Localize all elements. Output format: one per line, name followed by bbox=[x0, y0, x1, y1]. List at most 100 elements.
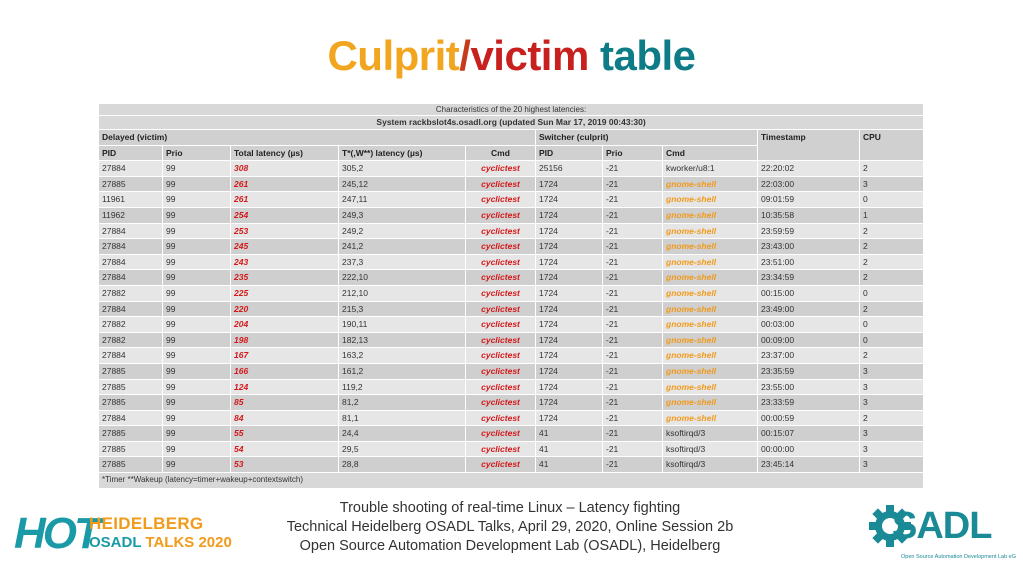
table-row: 27885 99 54 29,5 cyclictest 41 -21 ksoftirqd/3 0… bbox=[98, 440, 925, 458]
cell-cmd: cyclictest bbox=[465, 191, 536, 208]
cell-pid: 27884 bbox=[98, 160, 163, 177]
osadl-logo-subtitle: Open Source Automation Development Lab e… bbox=[901, 554, 1016, 560]
hot-logo-talks: TALKS 2020 bbox=[145, 534, 232, 551]
cell-total-latency: 243 bbox=[230, 253, 339, 271]
title-culprit: Culprit bbox=[327, 32, 460, 79]
cell-cpu: 2 bbox=[858, 269, 925, 286]
cell-pid: 27882 bbox=[98, 284, 163, 302]
cell-switcher-cmd: gnome-shell bbox=[662, 175, 758, 193]
cell-tw-latency: 222,10 bbox=[338, 269, 466, 286]
cell-timestamp: 00:03:00 bbox=[757, 316, 860, 333]
timestamp-header: Timestamp bbox=[757, 128, 860, 162]
cell-cmd: cyclictest bbox=[465, 269, 536, 286]
cell-switcher-pid: 1724 bbox=[535, 175, 603, 193]
cell-cmd: cyclictest bbox=[465, 394, 536, 411]
cell-total-latency: 166 bbox=[230, 362, 339, 380]
cell-cmd: cyclictest bbox=[465, 347, 536, 364]
cell-tw-latency: 81,2 bbox=[338, 394, 466, 411]
cell-switcher-prio: -21 bbox=[602, 191, 663, 208]
cell-pid: 27885 bbox=[98, 175, 163, 193]
cell-switcher-pid: 1724 bbox=[535, 269, 603, 286]
cell-prio: 99 bbox=[162, 378, 231, 396]
cell-pid: 11962 bbox=[98, 206, 163, 224]
col-header-cmd: Cmd bbox=[465, 144, 536, 162]
cell-timestamp: 23:55:00 bbox=[757, 378, 860, 396]
cell-switcher-prio: -21 bbox=[602, 440, 663, 458]
table-row: 27884 99 167 163,2 cyclictest 1724 -21 gnome-sh… bbox=[98, 347, 925, 364]
cell-prio: 99 bbox=[162, 409, 231, 427]
cell-timestamp: 00:09:00 bbox=[757, 331, 860, 349]
cell-cpu: 3 bbox=[858, 425, 925, 442]
cell-cmd: cyclictest bbox=[465, 160, 536, 177]
cell-switcher-prio: -21 bbox=[602, 253, 663, 271]
cell-total-latency: 245 bbox=[230, 238, 339, 255]
osadl-logo: SADL Open Source Automation Development … bbox=[866, 500, 1016, 570]
cell-timestamp: 23:59:59 bbox=[757, 222, 860, 240]
cell-timestamp: 00:00:00 bbox=[757, 440, 860, 458]
cell-total-latency: 204 bbox=[230, 316, 339, 333]
cell-switcher-prio: -21 bbox=[602, 362, 663, 380]
cell-switcher-prio: -21 bbox=[602, 409, 663, 427]
cell-timestamp: 23:45:14 bbox=[757, 456, 860, 474]
cell-timestamp: 22:20:02 bbox=[757, 160, 860, 177]
title-rest: table bbox=[588, 32, 696, 79]
table-row: 27884 99 84 81,1 cyclictest 1724 -21 gnome-shel… bbox=[98, 409, 925, 427]
cell-switcher-prio: -21 bbox=[602, 316, 663, 333]
cell-tw-latency: 305,2 bbox=[338, 160, 466, 177]
cell-switcher-cmd: gnome-shell bbox=[662, 222, 758, 240]
cell-timestamp: 23:51:00 bbox=[757, 253, 860, 271]
cell-total-latency: 254 bbox=[230, 206, 339, 224]
table-body: 27884 99 308 305,2 cyclictest 25156 -21 kworker… bbox=[98, 160, 925, 474]
table-row: 27885 99 55 24,4 cyclictest 41 -21 ksoftirqd/3 0… bbox=[98, 425, 925, 442]
cell-cmd: cyclictest bbox=[465, 378, 536, 396]
table-row: 27885 99 166 161,2 cyclictest 1724 -21 gnome-sh… bbox=[98, 362, 925, 380]
cell-switcher-pid: 1724 bbox=[535, 284, 603, 302]
cell-cpu: 2 bbox=[858, 300, 925, 318]
cell-pid: 27884 bbox=[98, 238, 163, 255]
footer-line3: Open Source Automation Development Lab (… bbox=[299, 538, 721, 554]
footer-line2: Technical Heidelberg OSADL Talks, April … bbox=[286, 519, 734, 535]
page-title: Culprit/victim table bbox=[0, 32, 1023, 80]
group-delayed-header: Delayed (victim) bbox=[98, 129, 536, 146]
latency-table-container: Characteristics of the 20 highest latenc… bbox=[97, 103, 925, 489]
table-row: 27882 99 225 212,10 cyclictest 1724 -21 gnome-s… bbox=[98, 284, 925, 302]
cell-cmd: cyclictest bbox=[465, 300, 536, 318]
cell-switcher-prio: -21 bbox=[602, 269, 663, 286]
cell-total-latency: 225 bbox=[230, 284, 339, 302]
cell-switcher-prio: -21 bbox=[602, 378, 663, 396]
cell-prio: 99 bbox=[162, 284, 231, 302]
table-row: 27882 99 198 182,13 cyclictest 1724 -21 gnome-s… bbox=[98, 331, 925, 349]
cell-pid: 11961 bbox=[98, 191, 163, 208]
cell-switcher-prio: -21 bbox=[602, 206, 663, 224]
col-header-tw-latency: T*(,W**) latency (µs) bbox=[338, 144, 466, 162]
cell-prio: 99 bbox=[162, 331, 231, 349]
cell-switcher-prio: -21 bbox=[602, 222, 663, 240]
cell-switcher-prio: -21 bbox=[602, 284, 663, 302]
cell-switcher-cmd: ksoftirqd/3 bbox=[662, 456, 758, 474]
cell-switcher-prio: -21 bbox=[602, 394, 663, 411]
cell-pid: 27885 bbox=[98, 425, 163, 442]
cell-prio: 99 bbox=[162, 440, 231, 458]
table-row: 27884 99 243 237,3 cyclictest 1724 -21 gnome-sh… bbox=[98, 253, 925, 271]
cell-tw-latency: 245,12 bbox=[338, 175, 466, 193]
cell-tw-latency: 81,1 bbox=[338, 409, 466, 427]
cell-total-latency: 54 bbox=[230, 440, 339, 458]
cell-pid: 27884 bbox=[98, 222, 163, 240]
cell-cmd: cyclictest bbox=[465, 425, 536, 442]
cell-timestamp: 23:33:59 bbox=[757, 394, 860, 411]
cell-switcher-cmd: gnome-shell bbox=[662, 394, 758, 411]
cell-cpu: 3 bbox=[858, 394, 925, 411]
cell-prio: 99 bbox=[162, 362, 231, 380]
cell-switcher-pid: 1724 bbox=[535, 394, 603, 411]
cell-total-latency: 261 bbox=[230, 191, 339, 208]
cell-timestamp: 00:00:59 bbox=[757, 409, 860, 427]
cell-pid: 27884 bbox=[98, 269, 163, 286]
cell-cmd: cyclictest bbox=[465, 206, 536, 224]
table-caption-line1: Characteristics of the 20 highest latenc… bbox=[97, 103, 925, 116]
cell-prio: 99 bbox=[162, 160, 231, 177]
cell-switcher-prio: -21 bbox=[602, 238, 663, 255]
col-header-switcher-cmd: Cmd bbox=[662, 144, 758, 162]
cell-tw-latency: 119,2 bbox=[338, 378, 466, 396]
title-slash: / bbox=[459, 32, 471, 79]
cell-total-latency: 124 bbox=[230, 378, 339, 396]
